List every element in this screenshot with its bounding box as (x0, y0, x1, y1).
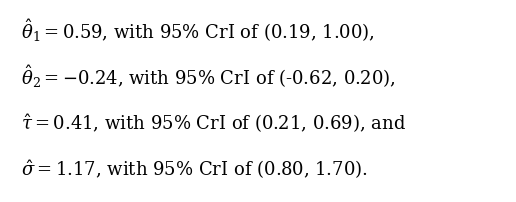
Text: $\hat{\theta}_1 = 0.59$, with 95% CrI of (0.19, 1.00),: $\hat{\theta}_1 = 0.59$, with 95% CrI of… (21, 17, 375, 44)
Text: $\hat{\sigma} = 1.17$, with 95% CrI of (0.80, 1.70).: $\hat{\sigma} = 1.17$, with 95% CrI of (… (21, 158, 367, 181)
Text: $\hat{\theta}_2 = {-}0.24$, with 95% CrI of (-0.62, 0.20),: $\hat{\theta}_2 = {-}0.24$, with 95% CrI… (21, 63, 395, 90)
Text: $\hat{\tau} = 0.41$, with 95% CrI of (0.21, 0.69), and: $\hat{\tau} = 0.41$, with 95% CrI of (0.… (21, 112, 406, 135)
